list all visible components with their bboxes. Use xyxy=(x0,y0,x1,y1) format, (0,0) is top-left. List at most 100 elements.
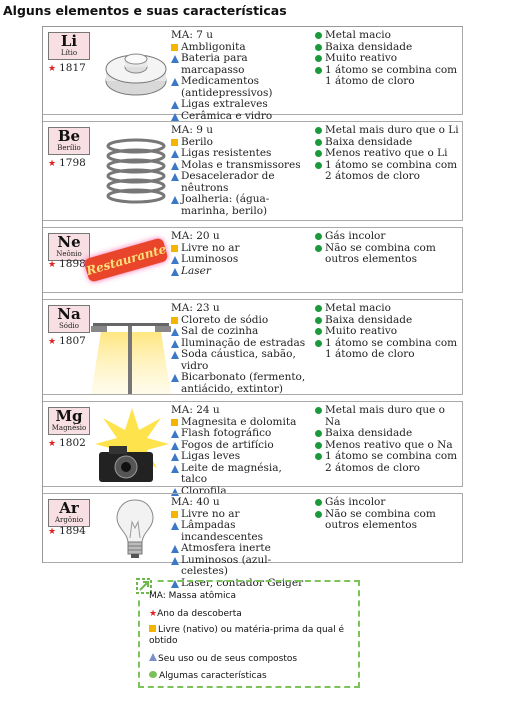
triangle-icon xyxy=(171,150,179,158)
triangle-icon xyxy=(171,579,179,588)
trait-item: Baixa densidade xyxy=(315,427,463,440)
element-symbol: Na xyxy=(57,305,81,323)
square-icon xyxy=(171,510,178,518)
circle-icon xyxy=(315,430,322,437)
neon-sign-image: Restaurante xyxy=(83,237,169,283)
circle-icon xyxy=(315,407,322,414)
element-symbol-box: Li Lítio xyxy=(48,32,90,60)
triangle-icon xyxy=(171,78,179,86)
star-icon: ★ xyxy=(48,159,57,169)
element-symbol: Mg xyxy=(55,407,83,425)
square-icon xyxy=(171,418,178,426)
square-icon xyxy=(171,244,178,252)
use-item: Ligas resistentes xyxy=(171,147,311,160)
trait-item: Menos reativo que o Li xyxy=(315,147,463,160)
use-item: Leite de magnésia, talco xyxy=(171,462,311,486)
atomic-mass: MA: 40 u xyxy=(171,496,220,508)
triangle-icon xyxy=(171,256,179,264)
element-symbol: Li xyxy=(60,32,78,50)
element-name: Berílio xyxy=(57,144,81,152)
use-item: Clorofila xyxy=(171,485,311,498)
element-traits: Gás incolor Não se combina com outros el… xyxy=(315,496,463,532)
trait-item: 1 átomo se combina com 1 átomo de cloro xyxy=(315,64,463,88)
element-traits: Gás incolor Não se combina com outros el… xyxy=(315,230,463,266)
element-traits: Metal mais duro que o Li Baixa densidade… xyxy=(315,124,463,183)
triangle-icon xyxy=(171,453,179,461)
triangle-icon xyxy=(171,55,179,63)
circle-icon xyxy=(315,150,322,157)
use-item: Flash fotográfico xyxy=(171,427,311,440)
source-item: Livre no ar xyxy=(171,508,311,521)
triangle-icon xyxy=(171,267,179,276)
triangle-icon xyxy=(171,339,179,348)
atomic-mass: MA: 7 u xyxy=(171,29,213,41)
circle-icon xyxy=(315,441,322,449)
square-icon xyxy=(149,625,156,632)
element-name: Argônio xyxy=(54,516,84,524)
triangle-icon xyxy=(171,545,179,553)
use-item: Molas e transmissores xyxy=(171,159,311,172)
lithium-battery-image xyxy=(105,53,167,96)
discovery-year: ★ 1898 xyxy=(48,258,86,270)
triangle-icon xyxy=(149,653,157,661)
triangle-icon xyxy=(171,464,179,473)
use-item: Joalheria: (água-marinha, berilo) xyxy=(171,193,311,217)
triangle-icon xyxy=(171,112,179,121)
element-info: MA: 20 u Livre no ar Luminosos Laser xyxy=(171,230,311,277)
street-lamp-image xyxy=(91,323,171,394)
atomic-mass: MA: 20 u xyxy=(171,230,220,242)
circle-icon xyxy=(315,55,322,62)
camera-flash-image xyxy=(95,408,169,482)
star-icon: ★ xyxy=(48,527,57,537)
circle-icon xyxy=(149,671,157,678)
spring-image xyxy=(106,138,166,204)
element-info: MA: 23 u Cloreto de sódio Sal de cozinha… xyxy=(171,302,311,395)
triangle-icon xyxy=(171,374,179,382)
use-item: Cerâmica e vidro xyxy=(171,110,311,123)
trait-item: Baixa densidade xyxy=(315,41,463,54)
discovery-year: ★ 1807 xyxy=(48,335,86,347)
element-row-mg: Mg Magnésio ★ 1802 MA: 24 u Magnesita e d… xyxy=(43,401,463,496)
trait-item: Metal macio xyxy=(315,302,463,315)
discovery-year: ★ 1798 xyxy=(48,157,86,169)
triangle-icon xyxy=(171,487,179,496)
source-item: Berilo xyxy=(171,136,311,149)
trait-item: Metal macio xyxy=(315,29,463,42)
trait-item: Baixa densidade xyxy=(315,136,463,149)
trait-item: Metal mais duro que o Li xyxy=(315,124,463,137)
element-info: MA: 24 u Magnesita e dolomita Flash foto… xyxy=(171,404,311,498)
circle-icon xyxy=(315,233,322,240)
circle-icon xyxy=(315,66,322,74)
element-traits: Metal mais duro que o Na Baixa densidade… xyxy=(315,404,463,474)
star-icon: ★ xyxy=(48,439,57,449)
use-item: Soda cáustica, sabão, vidro xyxy=(171,348,311,372)
element-traits: Metal macio Baixa densidade Muito reativ… xyxy=(315,302,463,361)
element-symbol-box: Ar Argônio xyxy=(48,499,90,527)
light-bulb-image xyxy=(116,499,154,558)
atomic-mass: MA: 24 u xyxy=(171,404,220,416)
triangle-icon xyxy=(171,441,179,450)
circle-icon xyxy=(315,244,322,252)
legend-box: MA: Massa atômica ★Ano da descoberta Liv… xyxy=(134,576,360,688)
square-icon xyxy=(171,138,178,146)
trait-item: Muito reativo xyxy=(315,325,463,338)
circle-icon xyxy=(315,43,322,51)
use-item: Laser, contador Geiger xyxy=(171,577,311,590)
circle-icon xyxy=(315,339,322,347)
atomic-mass: MA: 9 u xyxy=(171,124,213,136)
legend-atomic-mass: MA: Massa atômica xyxy=(149,591,236,601)
use-item: Desacelerador de nêutrons xyxy=(171,170,311,194)
use-item: Bateria para marcapasso xyxy=(171,52,311,76)
triangle-icon xyxy=(171,101,179,109)
element-row-ar: Ar Argônio ★ 1894 MA: 40 u Livre no ar Lâ… xyxy=(43,493,463,588)
discovery-year: ★ 1817 xyxy=(48,62,86,74)
element-symbol-box: Be Berílio xyxy=(48,127,90,155)
element-traits: Metal macio Baixa densidade Muito reativ… xyxy=(315,29,463,88)
use-item: Medicamentos (antidepressivos) xyxy=(171,75,311,99)
triangle-icon xyxy=(171,196,179,204)
square-icon xyxy=(171,316,178,324)
trait-item: 1 átomo se combina com 2 átomos de cloro xyxy=(315,450,463,474)
use-item: Luminosos (azul-celestes) xyxy=(171,554,311,578)
circle-icon xyxy=(315,328,322,335)
element-row-ne: Ne Neônio ★ 1898 Restaurante MA: 20 u Liv… xyxy=(43,227,463,293)
